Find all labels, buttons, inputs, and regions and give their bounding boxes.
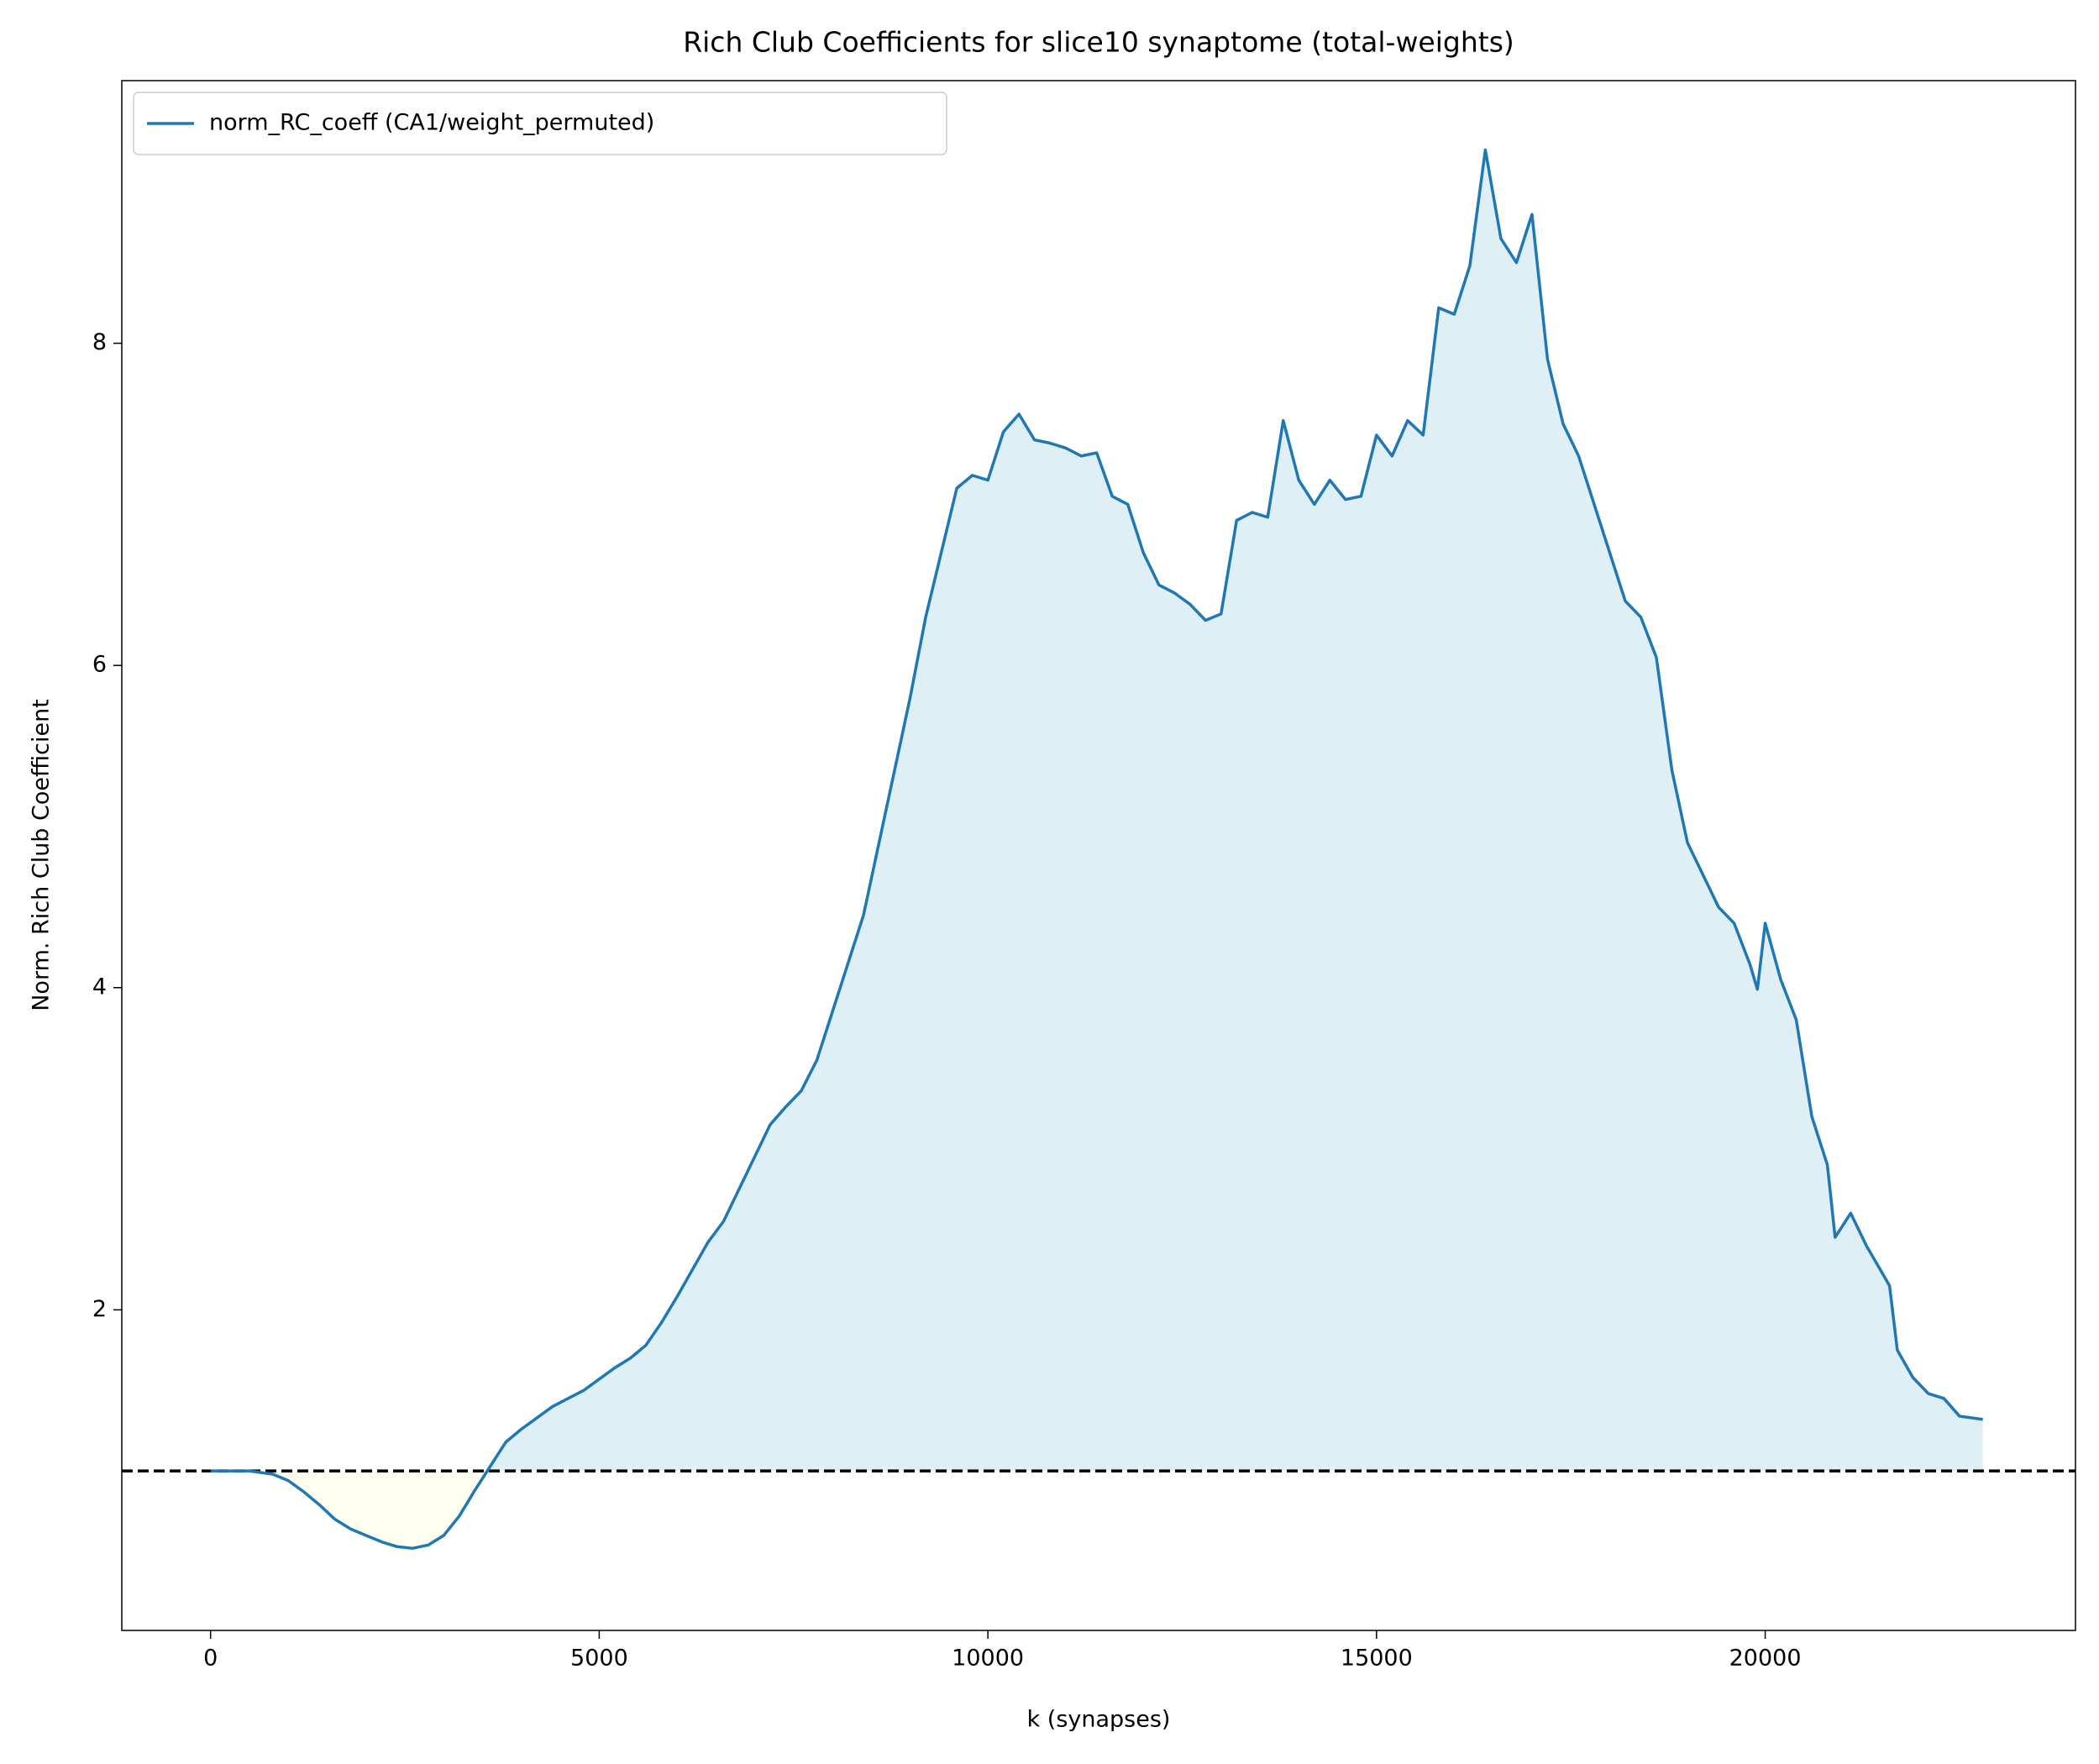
x-tick-label: 5000	[570, 1646, 628, 1672]
x-tick-label: 20000	[1729, 1646, 1802, 1672]
legend-box	[133, 92, 947, 155]
y-tick-label: 4	[92, 974, 107, 1000]
y-tick-label: 8	[92, 329, 107, 355]
x-axis-label: k (synapses)	[1027, 1707, 1171, 1733]
fill-above	[210, 150, 1983, 1472]
plot-frame	[121, 80, 2076, 1631]
y-tick-label: 6	[92, 652, 107, 678]
y-axis-label: Norm. Rich Club Coefficient	[29, 699, 55, 1011]
x-tick-label: 15000	[1341, 1646, 1413, 1672]
series-line	[210, 148, 1983, 1550]
x-tick-label: 0	[203, 1646, 218, 1672]
legend-label: norm_RC_coeff (CA1/weight_permuted)	[209, 110, 654, 136]
chart-title: Rich Club Coefficients for slice10 synap…	[683, 26, 1514, 59]
x-tick-label: 10000	[952, 1646, 1024, 1672]
y-tick-label: 2	[92, 1296, 107, 1322]
fill-below	[210, 1471, 1983, 1549]
